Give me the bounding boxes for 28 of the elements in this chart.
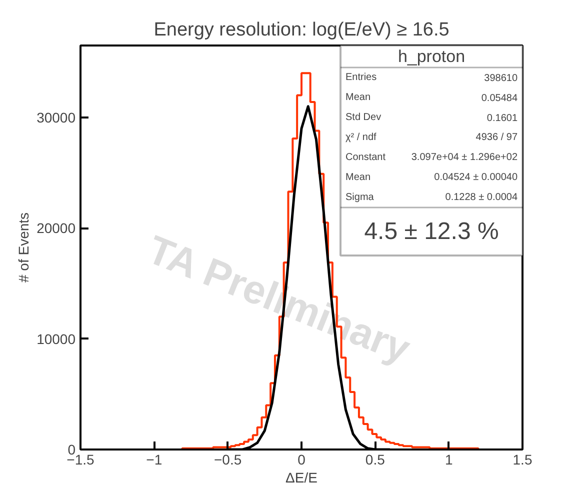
y-tick-label: 30000 [36,109,76,126]
y-tick-label: 10000 [36,330,76,347]
annotation: 398610 [484,73,518,84]
x-tick-label: 1 [444,452,453,468]
annotation: Mean [346,172,371,183]
x-tick-label: 0 [298,452,306,468]
y-tick-label: 20000 [36,220,76,236]
annotation: 0.05484 [481,93,518,104]
annotation: χ² / ndf [346,132,377,143]
x-tick-label: −1 [146,452,162,468]
annotation: 0.1228 ± 0.0004 [445,192,518,203]
x-tick-label: 1.5 [512,452,532,468]
annotation: h_proton [398,47,466,66]
annotation: 0.1601 [486,113,518,124]
y-axis-title: # of Events [16,212,32,283]
annotation: Sigma [346,192,374,203]
annotation: Std Dev [346,112,382,123]
x-tick-label: −0.5 [214,452,242,468]
annotation: 3.097e+04 ± 1.296e+02 [411,152,518,163]
annotation: Entries [346,72,377,83]
annotation: Mean [346,92,371,103]
x-axis-title: ΔE/E [286,470,318,485]
annotation: 4936 / 97 [476,132,518,143]
annotation: Constant [346,152,386,163]
annotation: 4.5 ± 12.3 % [364,218,499,245]
x-tick-label: 0.5 [365,452,386,468]
annotation: 0.04524 ± 0.00040 [434,172,518,183]
chart-title: Energy resolution: log(E/eV) ≥ 16.5 [154,20,450,40]
